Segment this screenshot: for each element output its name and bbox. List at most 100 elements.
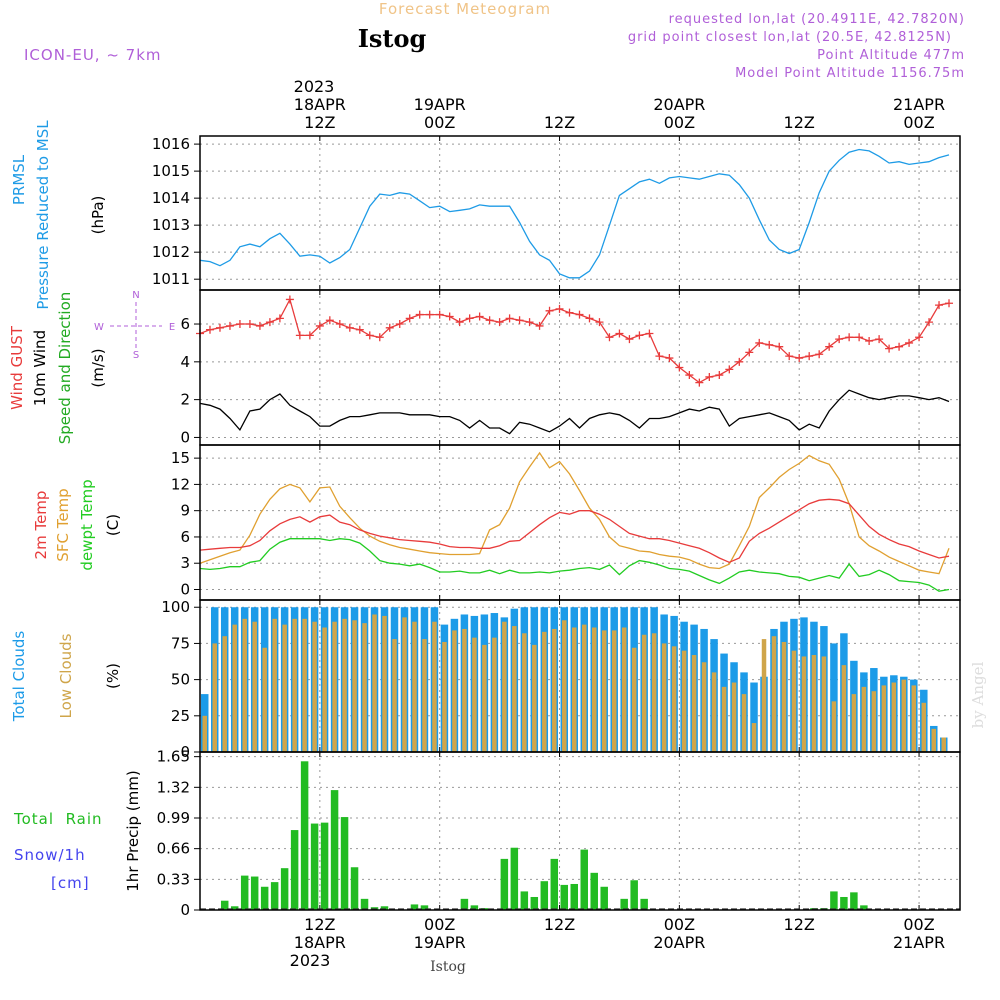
gust-point — [585, 314, 594, 323]
low-cloud-bar — [502, 621, 507, 752]
gust-point — [515, 316, 524, 325]
gust-point — [535, 321, 544, 330]
gust-point — [315, 321, 324, 330]
gust-point — [395, 320, 404, 329]
snow-unit-label: [cm] — [51, 874, 90, 892]
gust-point — [265, 318, 274, 327]
gust-point — [745, 348, 754, 357]
bottom-hour-label: 12Z — [544, 915, 575, 934]
rain-bar — [460, 898, 469, 910]
low-cloud-bar — [482, 644, 487, 752]
gust-point — [225, 321, 234, 330]
low-cloud-bar — [372, 614, 377, 752]
low-cloud-bar — [342, 618, 347, 752]
gust-point — [685, 371, 694, 380]
low-cloud-bar — [901, 679, 907, 752]
gust-point — [935, 301, 944, 310]
low-cloud-bar — [322, 627, 327, 752]
rain-bar — [280, 868, 289, 910]
low-cloud-bar — [222, 636, 227, 752]
rain-bar — [360, 898, 369, 910]
gust-label: Wind GUST — [8, 325, 26, 410]
top-year: 2023 — [294, 77, 335, 96]
low-cloud-bar — [542, 631, 547, 752]
low-cloud-bar — [262, 647, 267, 752]
rain-bar — [850, 892, 858, 910]
gust-point — [525, 318, 534, 327]
low-cloud-bar — [252, 621, 257, 752]
low-cloud-bar — [621, 627, 627, 752]
watermark: by Angel — [969, 661, 987, 728]
low-cloud-bar — [771, 636, 777, 752]
gust-point — [235, 320, 244, 329]
temp2m-label: 2m Temp — [32, 491, 50, 560]
total-cloud-bar — [830, 643, 838, 752]
y-tick-label: 50 — [171, 671, 190, 689]
low-cloud-bar — [352, 620, 357, 752]
compass-n: N — [132, 290, 139, 301]
gust-point — [205, 325, 214, 334]
top-hour-label: 00Z — [903, 113, 934, 132]
low-cloud-bar — [302, 618, 307, 752]
compass-s: S — [133, 350, 139, 361]
gust-point — [255, 321, 264, 330]
gust-point — [405, 314, 414, 323]
low-cloud-bar — [781, 641, 787, 752]
top-hour-label: 12Z — [544, 113, 575, 132]
rain-bar — [320, 822, 329, 910]
low-cloud-bar — [312, 621, 317, 752]
chart-panels: 1011 1012 1013 1014 1015 1016 0 2 4 6 0 3 6 9 12 15 0 25 5… — [152, 135, 961, 919]
low-cloud-bar — [661, 643, 667, 752]
gust-point — [295, 331, 304, 340]
low-cloud-bar — [641, 634, 647, 752]
low-cloud-bar — [382, 615, 387, 752]
low-cloud-bar — [651, 633, 657, 752]
rain-bar — [290, 830, 299, 910]
gust-point — [845, 333, 854, 342]
y-tick-label: 15 — [171, 449, 190, 467]
gust-point — [905, 338, 914, 347]
rain-bar — [420, 905, 429, 910]
gust-point — [725, 365, 734, 374]
low-cloud-bar — [591, 627, 597, 752]
gust-point — [285, 295, 294, 304]
rain-bar — [340, 817, 349, 910]
snow-label: Snow/1h — [14, 846, 86, 864]
precip-unit: 1hr Precip (mm) — [124, 770, 142, 891]
model-label: ICON-EU, ~ 7km — [24, 46, 162, 64]
low-cloud-bar — [611, 630, 617, 752]
low-cloud-bar — [442, 641, 447, 752]
total-cloud-bar — [750, 682, 758, 752]
top-date-label: 19APR — [414, 95, 466, 114]
total-cloud-label: Total Clouds — [10, 631, 28, 723]
pressure-unit: (hPa) — [89, 196, 107, 235]
low-cloud-bar — [891, 682, 897, 752]
y-tick-label: 6 — [180, 315, 190, 333]
gust-point — [635, 331, 644, 340]
gust-point — [575, 310, 584, 319]
y-tick-label: 12 — [171, 475, 190, 493]
bottom-hour-label: 12Z — [784, 915, 815, 934]
bottom-station: Istog — [430, 959, 466, 975]
y-tick-label: 0.66 — [157, 840, 190, 858]
top-hour-label: 12Z — [784, 113, 815, 132]
gust-point — [895, 342, 904, 351]
y-tick-label: 9 — [180, 502, 190, 520]
rain-bar — [830, 891, 838, 910]
gust-point — [475, 312, 484, 321]
top-hour-label: 00Z — [424, 113, 455, 132]
gust-point — [345, 323, 354, 332]
gust-line — [199, 297, 950, 384]
gust-point — [325, 316, 334, 325]
gust-point — [865, 337, 874, 346]
gust-point — [415, 310, 424, 319]
gust-point — [815, 350, 824, 359]
rain-bar — [860, 905, 868, 910]
low-cloud-bar — [731, 682, 737, 752]
low-cloud-bar — [721, 686, 727, 752]
top-date-label: 21APR — [893, 95, 945, 114]
gust-point — [425, 310, 434, 319]
low-cloud-bar — [232, 624, 237, 752]
low-cloud-bar — [532, 644, 537, 752]
